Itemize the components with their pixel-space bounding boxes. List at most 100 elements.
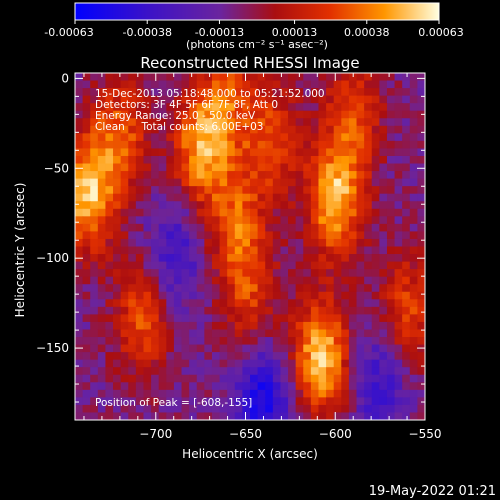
heatmap-cell [288, 193, 297, 202]
heatmap-cell [128, 367, 137, 376]
heatmap-cell [288, 284, 297, 293]
heatmap-cell [196, 140, 205, 150]
heatmap-cell [196, 103, 205, 112]
heatmap-cell [379, 412, 388, 420]
heatmap-cell [97, 133, 107, 142]
heatmap-cell [219, 208, 228, 217]
heatmap-cell [105, 155, 114, 165]
heatmap-cell [394, 352, 403, 361]
heatmap-cell [135, 254, 145, 263]
heatmap-cell [326, 186, 335, 195]
heatmap-cell [227, 344, 236, 353]
heatmap-cell [265, 284, 274, 293]
heatmap-cell [303, 118, 312, 127]
heatmap-cell [90, 80, 99, 89]
heatmap-cell [348, 103, 358, 112]
heatmap-cell [417, 163, 425, 172]
heatmap-cell [364, 171, 373, 180]
heatmap-cell [189, 163, 198, 172]
heatmap-cell [341, 254, 350, 263]
heatmap-cell [394, 186, 403, 195]
heatmap-cell [272, 374, 282, 383]
heatmap-cell [189, 80, 198, 89]
heatmap-cell [242, 125, 251, 134]
heatmap-cell [173, 216, 183, 225]
heatmap-cell [333, 314, 342, 323]
heatmap-cell [90, 95, 99, 104]
heatmap-cell [371, 73, 380, 82]
heatmap-cell [295, 389, 304, 398]
heatmap-cell [105, 367, 114, 376]
heatmap-cell [173, 404, 183, 414]
heatmap-cell [341, 110, 350, 119]
heatmap-cell [288, 344, 297, 353]
heatmap-cell [181, 201, 190, 210]
heatmap-cell [265, 276, 274, 285]
heatmap-cell [181, 299, 190, 308]
heatmap-cell [158, 73, 167, 82]
heatmap-cell [394, 299, 403, 308]
heatmap-cell [82, 140, 91, 150]
heatmap-cell [82, 352, 91, 361]
heatmap-cell [394, 103, 403, 112]
heatmap-cell [348, 110, 358, 119]
heatmap-cell [120, 382, 129, 391]
heatmap-cell [181, 223, 190, 233]
heatmap-cell [310, 140, 320, 150]
heatmap-cell [204, 254, 213, 263]
heatmap-cell [135, 321, 145, 331]
heatmap-cell [326, 254, 335, 263]
heatmap-cell [417, 404, 425, 414]
heatmap-cell [211, 261, 221, 270]
heatmap-cell [196, 155, 205, 165]
heatmap-cell [120, 246, 129, 255]
heatmap-cell [234, 148, 243, 157]
heatmap-cell [402, 193, 411, 202]
heatmap-cell [120, 125, 129, 134]
heatmap-cell [333, 261, 342, 270]
heatmap-cell [417, 216, 425, 225]
heatmap-cell [379, 216, 388, 225]
heatmap-cell [394, 155, 403, 165]
heatmap-cell [234, 110, 243, 119]
heatmap-cell [272, 246, 282, 255]
heatmap-cell [303, 193, 312, 202]
heatmap-cell [303, 404, 312, 414]
heatmap-cell [181, 208, 190, 217]
heatmap-cell [189, 125, 198, 134]
heatmap-cell [143, 216, 152, 225]
heatmap-cell [326, 329, 335, 338]
heatmap-cell [204, 155, 213, 165]
heatmap-cell [386, 299, 396, 308]
heatmap-cell [280, 329, 289, 338]
heatmap-cell [90, 269, 99, 278]
heatmap-cell [303, 306, 312, 315]
heatmap-cell [386, 216, 396, 225]
heatmap-cell [402, 306, 411, 315]
heatmap-cell [379, 163, 388, 172]
heatmap-cell [409, 155, 418, 165]
heatmap-cell [75, 103, 84, 112]
heatmap-cell [310, 299, 320, 308]
heatmap-cell [135, 314, 145, 323]
heatmap-cell [234, 80, 243, 89]
heatmap-cell [90, 291, 99, 300]
heatmap-cell [333, 329, 342, 338]
heatmap-cell [379, 88, 388, 97]
heatmap-cell [364, 223, 373, 233]
heatmap-cell [303, 246, 312, 255]
heatmap-cell [326, 178, 335, 187]
heatmap-cell [394, 88, 403, 97]
heatmap-cell [234, 367, 243, 376]
heatmap-cell [272, 329, 282, 338]
heatmap-cell [265, 140, 274, 150]
heatmap-cell [105, 337, 114, 346]
heatmap-cell [379, 276, 388, 285]
heatmap-cell [310, 223, 320, 233]
heatmap-cell [204, 148, 213, 157]
heatmap-cell [227, 223, 236, 233]
heatmap-cell [204, 299, 213, 308]
heatmap-cell [97, 344, 107, 353]
heatmap-cell [272, 291, 282, 300]
heatmap-cell [204, 321, 213, 331]
